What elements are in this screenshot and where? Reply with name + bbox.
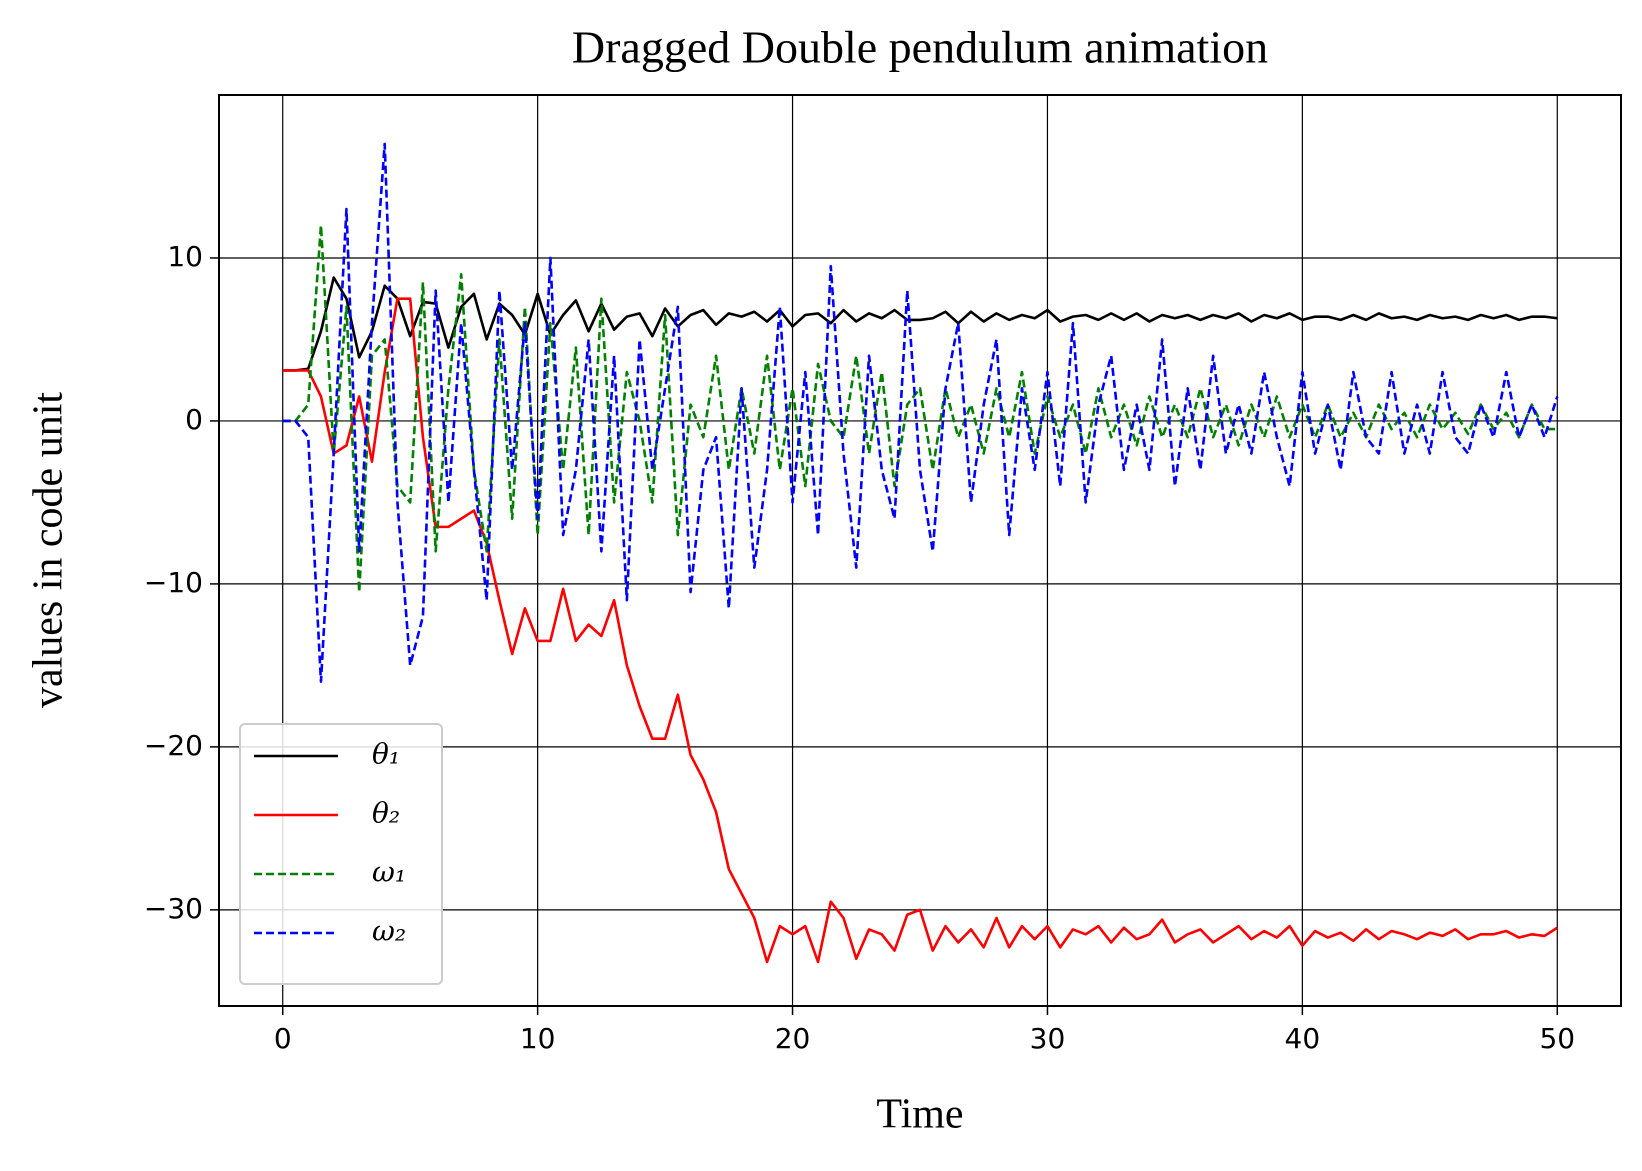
y-tick-label: 0: [185, 403, 203, 436]
y-tick-label: −20: [144, 729, 203, 762]
y-axis-label: values in code unit: [26, 392, 72, 708]
chart-title: Dragged Double pendulum animation: [572, 22, 1268, 73]
series-line: [282, 224, 1558, 594]
x-tick-label: 30: [1030, 1022, 1066, 1055]
legend-label: ω₁: [372, 856, 406, 889]
x-tick-label: 10: [520, 1022, 556, 1055]
series-line: [282, 276, 1558, 372]
series-line: [282, 297, 1558, 964]
plot-frame: [218, 94, 1622, 1007]
legend-label: θ₁: [372, 738, 400, 771]
y-tick-label: −30: [144, 892, 203, 925]
series-line: [282, 142, 1559, 683]
x-tick-label: 40: [1285, 1022, 1321, 1055]
legend: θ₁ θ₂ ω₁ ω₂: [239, 723, 443, 985]
x-tick-label: 0: [274, 1022, 292, 1055]
legend-label: θ₂: [372, 797, 400, 830]
legend-label: ω₂: [372, 915, 406, 948]
x-tick-label: 50: [1539, 1022, 1575, 1055]
legend-box: [239, 723, 443, 985]
y-tick-label: −10: [144, 566, 203, 599]
x-tick-label: 20: [775, 1022, 811, 1055]
x-axis-label: Time: [876, 1092, 963, 1138]
y-tick-label: 10: [167, 240, 203, 273]
